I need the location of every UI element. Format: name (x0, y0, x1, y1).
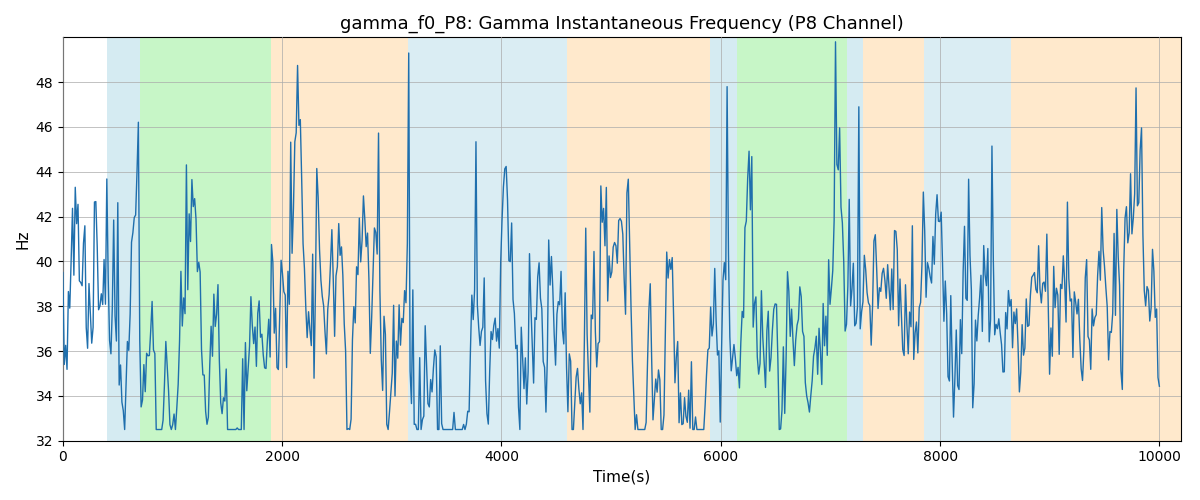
Bar (271, 38, 408, 440)
Bar (710, 38, 737, 440)
Bar (924, 38, 1012, 440)
Title: gamma_f0_P8: Gamma Instantaneous Frequency (P8 Channel): gamma_f0_P8: Gamma Instantaneous Frequen… (341, 15, 904, 34)
Bar (1012, 38, 1181, 440)
Bar (737, 38, 847, 440)
Bar (847, 38, 863, 440)
Bar (568, 38, 710, 440)
X-axis label: Time(s): Time(s) (594, 470, 650, 485)
Y-axis label: Hz: Hz (16, 230, 30, 249)
Bar (139, 38, 271, 440)
Bar (408, 38, 568, 440)
Bar (863, 38, 924, 440)
Bar (107, 38, 139, 440)
